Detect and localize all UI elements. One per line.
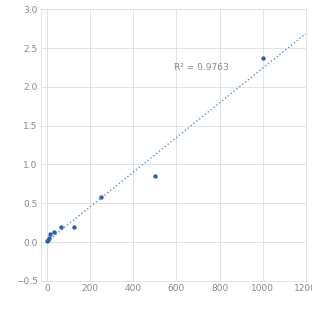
Point [45,238,50,243]
Point [58,224,63,229]
Point [45,237,50,242]
Text: R² = 0.9763: R² = 0.9763 [174,63,229,72]
Point [98,194,103,199]
Point [48,232,53,237]
Point [46,235,51,240]
Point [51,229,56,234]
Point [152,173,157,178]
Point [260,55,265,60]
Point [71,224,76,229]
